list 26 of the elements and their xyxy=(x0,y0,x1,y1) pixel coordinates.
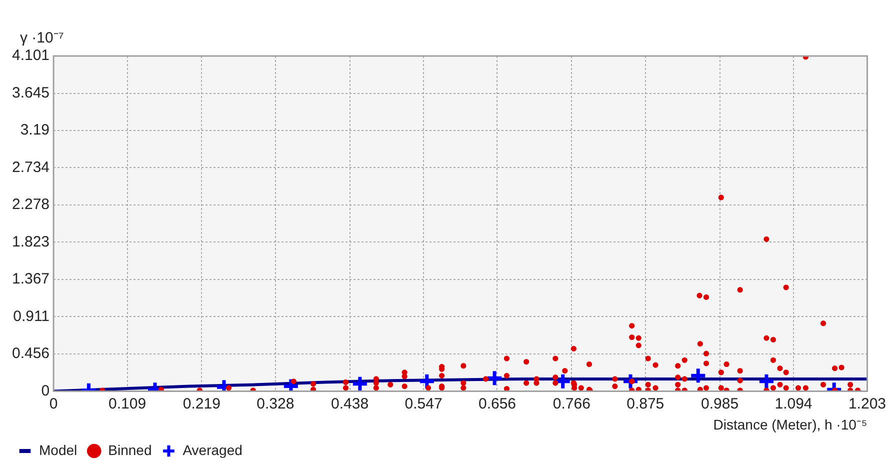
y-tick-label: 2.278 xyxy=(12,196,50,214)
x-tick-label: 0.766 xyxy=(552,395,590,412)
x-tick-label: 0.656 xyxy=(478,395,516,412)
x-tick-label: 0.219 xyxy=(182,395,220,412)
x-tick-label: 0.328 xyxy=(256,395,294,412)
legend-label: Model xyxy=(39,442,78,458)
y-tick-label: 3.19 xyxy=(20,122,50,139)
x-tick-label: 0.438 xyxy=(331,395,369,412)
y-tick-label: 0 xyxy=(41,382,50,400)
y-tick-label: 4.101 xyxy=(12,47,50,64)
y-tick-label: 1.367 xyxy=(12,270,50,288)
y-tick-label: 0.456 xyxy=(12,345,50,362)
x-tick-label: 0.875 xyxy=(626,395,664,412)
x-tick-label: 0.109 xyxy=(108,395,146,412)
x-tick-label: 0.985 xyxy=(701,395,739,412)
x-tick-label: 1.203 xyxy=(848,395,886,412)
y-tick-label: 1.823 xyxy=(12,233,50,250)
legend-label: Binned xyxy=(108,442,152,458)
x-axis-title: Distance (Meter), h ·10⁻⁵ xyxy=(713,416,868,432)
x-tick-label: 0.547 xyxy=(404,395,442,412)
legend-label: Averaged xyxy=(182,442,242,458)
y-axis-title: γ ·10⁻⁷ xyxy=(20,30,64,47)
x-tick-label: 1.094 xyxy=(774,395,812,412)
y-tick-label: 3.645 xyxy=(12,84,50,102)
y-tick-label: 0.911 xyxy=(13,308,50,325)
y-tick-label: 2.734 xyxy=(12,158,50,176)
